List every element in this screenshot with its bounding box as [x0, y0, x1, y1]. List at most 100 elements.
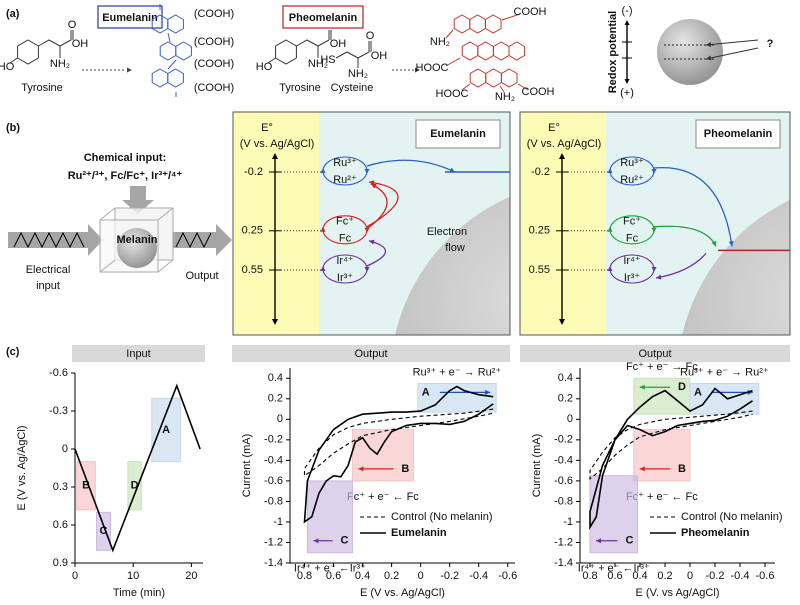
species-label: Ru²⁺ [620, 174, 644, 186]
arrow-head [364, 227, 370, 233]
y-tick-label: -1.2 [264, 536, 283, 548]
region-label: D [131, 480, 139, 492]
molecule-name: Tyrosine [21, 82, 63, 94]
region [633, 377, 691, 415]
y-tick-label: 0 [277, 413, 283, 425]
group-label: HOOC [416, 62, 449, 74]
y-tick-label: -1 [273, 516, 283, 528]
ring [469, 14, 486, 34]
y-tick-label: 0.9 [53, 557, 68, 569]
electrical-input-label: input [36, 280, 60, 292]
arrow-head [369, 180, 375, 186]
species-label: Ru²⁺ [333, 174, 357, 186]
ring [500, 68, 518, 88]
line [9, 57, 18, 64]
region-label: A [162, 424, 170, 436]
y-tick-label: 0.4 [558, 372, 573, 384]
y-tick-label: -1.4 [264, 557, 283, 569]
x-axis-label: E (V. vs Ag/AgCl) [636, 587, 720, 599]
y-tick-label: -0.6 [49, 367, 68, 379]
group-label: OH [72, 38, 89, 50]
arrow-head [364, 267, 370, 272]
arrow [366, 183, 388, 230]
y-tick-label: 0.6 [53, 519, 68, 531]
y-tick-label: 0.4 [268, 372, 283, 384]
ring [167, 14, 184, 34]
species-label: Fc⁺ [623, 216, 641, 228]
ring [508, 41, 526, 61]
group-label: NH₂ [50, 58, 70, 70]
tick-label: 0.55 [529, 264, 550, 276]
x-tick-label: -0.2 [706, 570, 725, 582]
region-note: Ir⁴⁺ + e⁻ ←Ir³⁺ [578, 563, 650, 575]
melanin-surface [395, 196, 510, 335]
header-bar [232, 345, 510, 362]
y-tick-label: 0 [62, 443, 68, 455]
x-tick-label: -0.4 [731, 570, 750, 582]
header-bar [72, 345, 205, 362]
species-label: Ru³⁺ [333, 157, 357, 169]
data-line [303, 385, 494, 524]
tick-label: 0.25 [529, 225, 550, 237]
legend-label: Pheomelanin [681, 527, 750, 539]
line [501, 13, 521, 21]
x-tick-label: 0.2 [657, 570, 672, 582]
y-tick-label: -0.3 [49, 405, 68, 417]
bond [296, 39, 330, 47]
group-label: OH [330, 38, 347, 50]
species-label: Ir³⁺ [624, 272, 640, 284]
species-label: Fc [626, 233, 639, 245]
region-note: Fc⁺ + e⁻ → Fc [626, 361, 698, 373]
melanin-label: Melanin [117, 234, 158, 246]
chart-title: Output [638, 348, 671, 360]
region-note: Fc⁺ + e⁻ ← Fc [626, 491, 698, 503]
arrow-head [607, 266, 613, 271]
y-tick-label: -0.8 [554, 495, 573, 507]
ring [484, 14, 502, 34]
region [96, 511, 111, 551]
arrow-head [320, 266, 326, 271]
axis-end-label: (+) [620, 87, 634, 99]
y-tick-label: 0.2 [268, 393, 283, 405]
region-label: A [422, 386, 430, 398]
x-tick-label: 0.4 [355, 570, 370, 582]
line [461, 83, 471, 91]
y-tick-label: -1.2 [554, 536, 573, 548]
x-tick-label: 0.8 [582, 570, 597, 582]
arrow [653, 166, 733, 247]
x-tick-label: -0.2 [440, 570, 459, 582]
x-tick-label: -0.6 [756, 570, 775, 582]
y-tick-label: 0.3 [53, 481, 68, 493]
line [499, 85, 505, 93]
y-tick-label: -1.4 [554, 557, 573, 569]
group-label: O [68, 19, 77, 31]
data-line [303, 408, 494, 477]
ring [159, 41, 177, 61]
arrow-head [651, 267, 657, 272]
y-tick-label: -0.6 [264, 475, 283, 487]
cube-edge [157, 259, 174, 273]
chart-title: Input [126, 348, 150, 360]
arrow-head [320, 226, 326, 232]
molecule-name: Tyrosine [279, 82, 321, 94]
melanin-particle [117, 228, 157, 268]
x-tick-label: 20 [185, 570, 197, 582]
melanin-surface [682, 199, 790, 335]
signal [175, 231, 212, 249]
legend-label: Control (No melanin) [391, 511, 492, 523]
ring [175, 41, 192, 61]
electrical-input-label: Electrical [26, 264, 71, 276]
arrow-head [272, 153, 278, 159]
y-tick-label: -1 [563, 516, 573, 528]
chemical-input-title: Chemical input: [84, 152, 167, 164]
region-label: C [626, 535, 634, 547]
x-axis-label: Time (min) [113, 587, 165, 599]
tick-label: -0.2 [531, 166, 550, 178]
region-label: A [694, 386, 702, 398]
arrow-head [706, 42, 712, 48]
group-label: COOH [522, 86, 555, 98]
title: Pheomelanin [289, 12, 358, 24]
species-label: Ru³⁺ [620, 157, 644, 169]
title: Eumelanin [102, 12, 158, 24]
